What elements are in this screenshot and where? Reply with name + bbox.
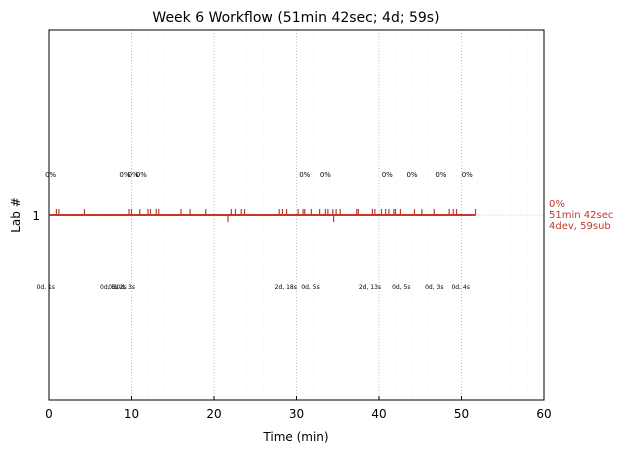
duration-label: 0d, 3s <box>117 284 135 291</box>
percent-label: 0% <box>435 171 446 179</box>
x-tick-label: 50 <box>454 407 469 421</box>
percent-label: 0% <box>462 171 473 179</box>
percent-label: 0% <box>119 171 130 179</box>
percent-label: 0% <box>299 171 310 179</box>
x-tick-label: 10 <box>124 407 139 421</box>
summary-note-line: 51min 42sec <box>549 210 613 221</box>
percent-label: 0% <box>128 171 139 179</box>
chart-title: Week 6 Workflow (51min 42sec; 4d; 59s) <box>152 10 439 26</box>
duration-label: 0d, 2s <box>108 284 126 291</box>
summary-note-line: 0% <box>549 199 565 210</box>
x-axis-label: Time (min) <box>262 430 328 444</box>
percent-label: 0% <box>406 171 417 179</box>
axes: 0 10 20 30 40 50 60 1 <box>32 29 552 421</box>
percent-label: 0% <box>320 171 331 179</box>
duration-label: 0d, 5s <box>100 284 118 291</box>
percent-label: 0% <box>382 171 393 179</box>
series-lab-1 <box>49 209 544 222</box>
x-tick-label: 0 <box>45 407 53 421</box>
y-tick-label: 1 <box>32 209 40 223</box>
x-tick-label: 30 <box>289 407 304 421</box>
duration-label: 0d, 1s <box>37 284 55 291</box>
x-tick-label: 60 <box>536 407 551 421</box>
duration-label: 0d, 5s <box>301 284 319 291</box>
duration-label: 2d, 18s <box>275 284 297 291</box>
duration-label: 2d, 13s <box>359 284 381 291</box>
duration-label: 0d, 5s <box>392 284 410 291</box>
y-axis-label: Lab # <box>9 197 23 233</box>
percent-label: 0% <box>45 171 56 179</box>
x-tick-label: 20 <box>206 407 221 421</box>
duration-label: 0d, 3s <box>425 284 443 291</box>
summary-note-line: 4dev, 59sub <box>549 221 611 232</box>
percent-label: 0% <box>136 171 147 179</box>
x-tick-label: 40 <box>371 407 386 421</box>
duration-label: 0d, 4s <box>451 284 469 291</box>
